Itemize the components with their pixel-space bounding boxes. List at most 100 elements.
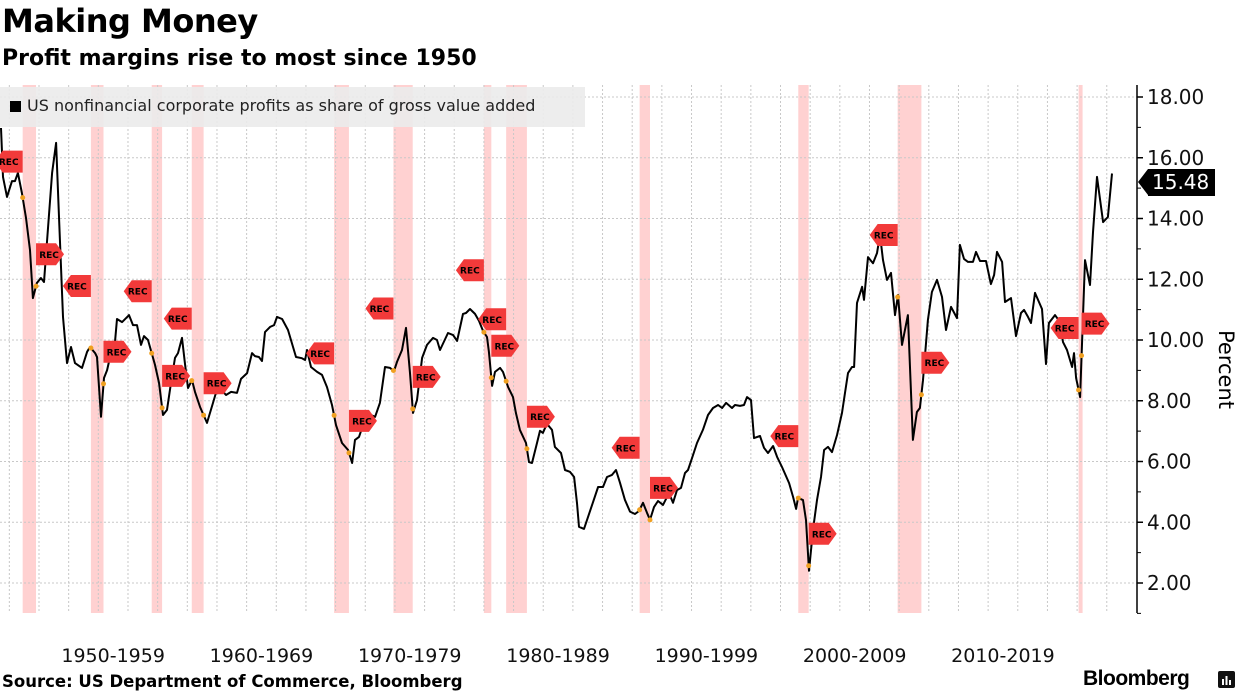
recession-flag xyxy=(478,308,507,331)
recession-flag xyxy=(0,150,23,173)
recession-flag-label: REC xyxy=(653,484,673,494)
recession-flag xyxy=(412,365,441,388)
recession-marker xyxy=(101,381,107,387)
y-axis-title: Percent xyxy=(1214,330,1238,410)
recession-flag-label: REC xyxy=(616,444,636,454)
recession-marker xyxy=(1076,387,1082,393)
recession-marker xyxy=(918,392,924,398)
recession-band xyxy=(151,85,163,613)
y-axis: 18.00 16.00 14.00 12.00 10.00 8.00 6.00 4.00 2.0… xyxy=(1136,85,1204,614)
source-note: Source: US Department of Commerce, Bloom… xyxy=(2,672,463,691)
recession-flag-label: REC xyxy=(128,288,148,298)
recession-flag-label: REC xyxy=(0,158,19,168)
bloomberg-chart-icon xyxy=(1218,671,1235,688)
bloomberg-logo: Bloomberg xyxy=(1083,667,1190,690)
recession-marker xyxy=(331,412,337,418)
recession-band xyxy=(90,85,104,613)
recession-marker xyxy=(33,283,39,289)
recession-marker xyxy=(481,329,487,335)
recession-flag-label: REC xyxy=(1055,325,1075,335)
y-tick-label: 8.00 xyxy=(1147,389,1192,413)
recession-flag xyxy=(348,409,377,432)
y-tick-label: 16.00 xyxy=(1147,146,1204,170)
recession-flag xyxy=(62,275,91,298)
recession-flag-label: REC xyxy=(352,417,372,427)
recession-flag xyxy=(365,297,394,320)
y-tick-label: 10.00 xyxy=(1147,328,1204,352)
recession-band xyxy=(1078,85,1083,613)
recession-flag-label: REC xyxy=(1085,320,1105,330)
series-line xyxy=(0,127,1113,572)
recession-flag xyxy=(808,522,837,545)
x-tick-label: 1950-1959 xyxy=(61,645,165,667)
recession-flag xyxy=(921,351,950,374)
gridlines xyxy=(0,85,1137,613)
recession-marker xyxy=(647,517,653,523)
recession-band xyxy=(639,85,650,613)
chart-subtitle: Profit margins rise to most since 1950 xyxy=(2,46,477,71)
x-tick-label: 1980-1989 xyxy=(506,645,610,667)
recession-flag-label: REC xyxy=(107,348,127,358)
recession-flag-label: REC xyxy=(416,373,436,383)
recession-marker xyxy=(1079,353,1085,359)
recession-marker xyxy=(88,345,94,351)
recession-flag xyxy=(123,280,152,303)
recession-flags: REC REC REC REC REC REC REC REC REC REC REC REC REC R… xyxy=(0,150,1110,569)
y-tick-label: 2.00 xyxy=(1147,571,1192,595)
recession-flag-label: REC xyxy=(207,380,227,390)
recession-band xyxy=(334,85,349,613)
recession-marker xyxy=(20,195,26,201)
y-tick-label: 12.00 xyxy=(1147,267,1204,291)
recession-marker xyxy=(410,406,416,412)
recession-flag xyxy=(649,476,678,499)
recession-marker xyxy=(149,350,155,356)
legend: US nonfinancial corporate profits as sha… xyxy=(0,87,585,127)
recession-flag-label: REC xyxy=(168,315,188,325)
recession-flag xyxy=(455,259,484,282)
recession-flag-label: REC xyxy=(310,350,330,360)
recession-flag xyxy=(306,342,335,365)
y-tick-label: 4.00 xyxy=(1147,510,1192,534)
recession-marker xyxy=(390,368,396,374)
recession-flag xyxy=(491,334,520,357)
recession-flag xyxy=(103,340,132,363)
recession-band xyxy=(798,85,809,613)
recession-flag xyxy=(611,436,640,459)
recession-flag xyxy=(36,243,65,266)
series-line-group xyxy=(0,127,1113,572)
recession-flag xyxy=(203,372,232,395)
recession-flag xyxy=(526,405,555,428)
recession-flag xyxy=(163,307,192,330)
recession-marker xyxy=(488,375,494,381)
recession-flag-label: REC xyxy=(39,251,59,261)
recession-marker xyxy=(201,412,207,418)
recession-flag xyxy=(162,364,191,387)
recession-marker xyxy=(524,446,530,452)
recession-flag-label: REC xyxy=(925,359,945,369)
x-tick-label: 2010-2019 xyxy=(951,645,1055,667)
x-tick-label: 2000-2009 xyxy=(803,645,907,667)
recession-marker xyxy=(806,563,812,569)
recession-flag-label: REC xyxy=(482,316,502,326)
recession-bands xyxy=(22,85,1083,613)
recession-flag-label: REC xyxy=(165,372,185,382)
last-value-label: 15.48 xyxy=(1137,169,1216,196)
recession-flag xyxy=(770,425,799,448)
x-tick-label: 1960-1969 xyxy=(210,645,314,667)
recession-marker xyxy=(637,507,643,513)
y-tick-label: 14.00 xyxy=(1147,207,1204,231)
recession-flag-label: REC xyxy=(812,530,832,540)
x-axis-labels: 1950-1959 1960-1969 1970-1979 1980-1989 1990… xyxy=(61,645,1054,667)
y-tick-label: 18.00 xyxy=(1147,85,1204,109)
recession-flag-label: REC xyxy=(874,232,894,242)
x-tick-label: 1970-1979 xyxy=(358,645,462,667)
legend-swatch xyxy=(10,101,21,112)
recession-flag-label: REC xyxy=(370,305,390,315)
recession-flag xyxy=(1050,317,1079,340)
legend-label: US nonfinancial corporate profits as sha… xyxy=(27,96,536,115)
chart-title: Making Money xyxy=(2,2,258,40)
y-tick-label: 6.00 xyxy=(1147,450,1192,474)
recession-flag xyxy=(1081,312,1110,335)
recession-marker xyxy=(795,495,801,501)
